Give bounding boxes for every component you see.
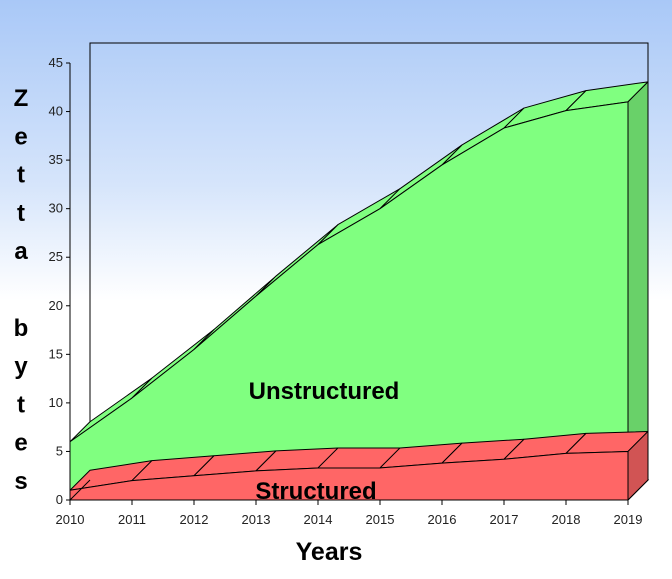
structured-series-label: Structured <box>255 478 376 505</box>
y-tick-label: 10 <box>49 395 63 410</box>
x-tick-label: 2010 <box>56 512 85 527</box>
x-tick-label: 2015 <box>366 512 395 527</box>
chart-axes: 0 5 10 15 20 25 30 35 40 45 2010 2011 2012 2013 2014 20… <box>49 55 643 527</box>
x-tick-label: 2012 <box>180 512 209 527</box>
x-tick-label: 2014 <box>304 512 333 527</box>
chart-areas <box>69 80 649 502</box>
y-tick-label: 0 <box>56 492 63 507</box>
x-tick-label: 2011 <box>118 512 146 527</box>
y-tick-label: 25 <box>49 249 63 264</box>
y-tick-label: 40 <box>49 104 63 119</box>
x-axis-title: Years <box>296 538 363 566</box>
y-axis-base <box>69 479 91 501</box>
unstructured-series-label: Unstructured <box>249 378 400 405</box>
y-tick-label: 45 <box>49 55 63 70</box>
x-tick-label: 2016 <box>428 512 457 527</box>
y-tick-label: 5 <box>56 443 63 458</box>
x-tick-label: 2018 <box>552 512 581 527</box>
y-tick-label: 20 <box>49 298 63 313</box>
x-tick-label: 2019 <box>614 512 643 527</box>
unstructured-area <box>69 101 629 491</box>
unstructured-end-cap <box>627 80 649 453</box>
y-tick-label: 30 <box>49 201 63 216</box>
y-tick-label: 35 <box>49 152 63 167</box>
x-tick-label: 2017 <box>490 512 519 527</box>
y-tick-label: 15 <box>49 346 63 361</box>
x-tick-label: 2013 <box>242 512 271 527</box>
